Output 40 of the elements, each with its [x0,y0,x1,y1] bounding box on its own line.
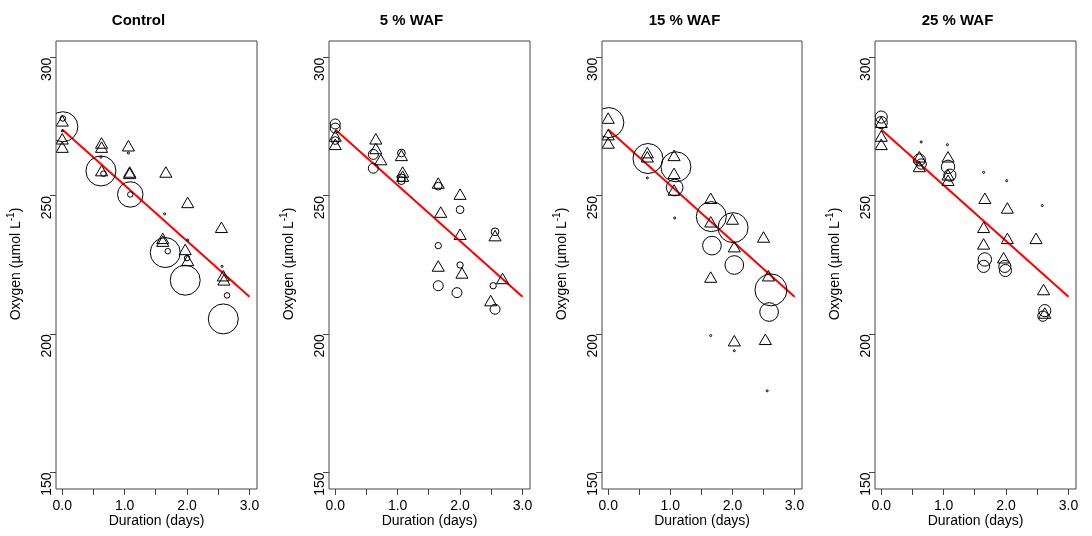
x-tick-label: 3.0 [784,497,805,514]
x-tick-label: 0.0 [871,497,892,514]
x-axis-title: Duration (days) [927,512,1024,529]
y-tick-label: 150 [856,472,873,496]
y-tick-label: 300 [583,57,600,81]
y-tick-label: 250 [310,195,327,220]
y-tick-label: 200 [37,333,54,358]
x-tick-label: 1.0 [114,497,135,514]
y-tick-label: 200 [583,333,600,358]
chart-title: 15 % WAF [648,11,721,29]
y-tick-label: 200 [856,333,873,358]
x-axis-title: Duration (days) [381,512,478,529]
chart-title: 5 % WAF [379,11,444,29]
x-axis-title: Duration (days) [108,512,205,529]
x-tick-label: 3.0 [239,497,260,514]
y-tick-label: 150 [37,472,54,496]
y-tick-label: 300 [37,57,54,81]
x-axis-title: Duration (days) [654,512,750,529]
x-tick-label: 0.0 [325,497,346,514]
x-tick-label: 1.0 [387,497,408,514]
x-tick-label: 1.0 [660,497,681,514]
x-tick-label: 2.0 [722,497,743,514]
x-tick-label: 3.0 [1058,497,1079,514]
x-tick-label: 0.0 [598,497,619,514]
x-tick-label: 1.0 [933,497,954,514]
y-tick-label: 300 [856,57,873,81]
y-tick-label: 150 [583,472,600,496]
chart-title: Control [111,11,166,29]
y-tick-label: 150 [310,472,327,496]
y-tick-label: 250 [37,195,54,220]
x-tick-label: 0.0 [52,497,73,514]
y-tick-label: 300 [310,57,327,81]
y-tick-label: 250 [856,195,873,220]
y-tick-label: 250 [583,195,600,220]
x-tick-label: 2.0 [450,497,471,514]
chart-title: 25 % WAF [921,11,994,29]
x-tick-label: 2.0 [177,497,198,514]
x-tick-label: 2.0 [996,497,1017,514]
x-tick-label: 3.0 [512,497,533,514]
y-tick-label: 200 [310,333,327,358]
